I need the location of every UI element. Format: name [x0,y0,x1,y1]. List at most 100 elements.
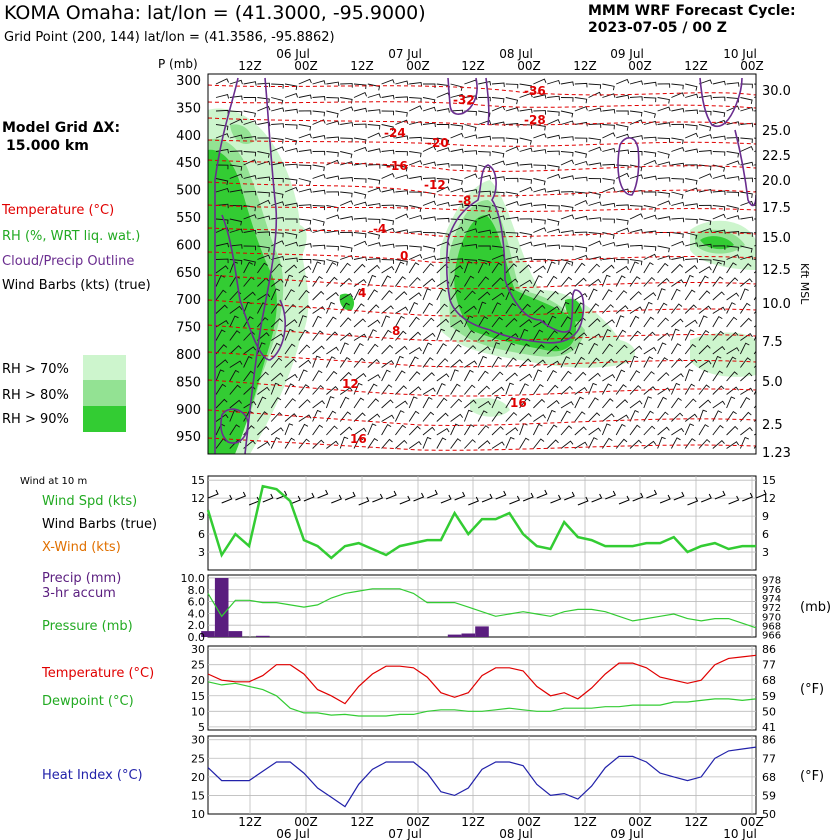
wind-barb [339,356,351,368]
wind-barb [339,426,353,436]
precip-bar [447,634,462,637]
heat-panel: 30 25 20 15 10 86 77 68 59 50 (°F) [191,734,824,821]
wind-barb [491,441,505,449]
wind-barb [491,342,501,355]
wind-barb [353,201,368,207]
wind-barb [422,200,437,206]
wind-barb [326,425,338,436]
wind-barb [477,410,488,422]
wind-barb [395,213,409,220]
legend-wind10-barbs: Wind Barbs (true) [42,517,158,532]
legend-rh: RH (%, WRT liq. wat.) [2,229,141,244]
wind-barb [519,218,533,223]
wind-barb [229,218,243,226]
wind-barb [602,437,613,449]
wind10-barb [591,493,603,503]
wind-barb [367,343,379,355]
wind-barb [312,290,325,301]
wind-barb [560,385,573,395]
wind-barb [588,372,601,382]
wind-barb [671,147,685,152]
wind-barb [519,83,533,90]
left-tick-label: 5 [198,721,205,734]
wind-barb [519,328,529,341]
wind-barb [685,132,699,139]
wind-barb [450,258,464,263]
wind10-barb [221,494,233,504]
wind-barb [629,259,643,266]
wind-barb [367,242,381,247]
wind-barb [643,371,655,382]
wind-barb [616,172,630,179]
wind-barb [478,151,491,157]
wind-barb [381,399,394,409]
wind-barb [464,164,477,171]
wind-barb [657,216,671,221]
wind10-barb [440,494,452,504]
wind-barb [326,291,339,301]
wind-barb [284,163,298,169]
wind-barb [547,228,561,234]
wind-barb [657,436,666,449]
forecast-cycle-value: 2023-07-05 / 00 Z [588,20,727,36]
wind-barb [215,304,228,314]
left-tick-label: 10.0 [181,572,206,585]
wind-barb [409,191,422,197]
wind-barb [436,437,447,449]
wind-barb [588,342,599,355]
wind-barb [312,150,326,156]
wind-barb [602,187,616,193]
wind-barb [326,259,339,267]
wind-barb [353,162,367,168]
wind-barb [698,384,710,395]
wind-barb [478,229,492,235]
wind-barb [229,150,243,155]
wind-barb [381,369,391,382]
pressure-tick-label: 400 [176,129,201,144]
wind-barb [533,242,547,248]
wind-barb [381,275,392,287]
wind-barb [298,204,312,209]
wind-barb [740,396,751,409]
wind10-barb [659,494,671,504]
wind-barb [340,215,354,221]
wind-barb [394,261,405,274]
wind-barb [519,343,530,355]
wind-barb [740,302,751,314]
wind-barb [478,259,491,266]
isotherm-label: 12 [342,377,359,391]
wind-barb [698,275,709,287]
wind-barb [339,387,353,395]
pressure-tick-label: 950 [176,430,201,445]
wind-barb [643,276,656,287]
wind-barb [353,427,367,436]
wind-barb [698,329,710,341]
wind-barb [436,358,449,368]
precip-bar [461,633,476,637]
wind10-barb [577,496,589,506]
right-tick-label: 77 [762,659,776,672]
wind-barb [395,174,409,179]
wind-barb [505,123,519,128]
wind-barb [367,319,381,328]
wind-barb [270,357,283,368]
wind-barb [629,291,642,301]
wind-barb [588,162,602,167]
wind-barb [270,333,284,341]
top-time-tick: 12Z [461,59,485,73]
left-tick-label: 4.0 [188,607,206,620]
wind-barb [450,242,464,248]
wind-barb [284,186,299,193]
wind-barb [381,133,395,139]
wind-barb [381,290,393,301]
wind-barb [698,110,712,116]
wind-barb [519,288,530,301]
wind-barb [353,107,368,113]
wind-barb [229,134,243,140]
wind-barb [726,121,740,126]
legend-precip-accum: 3-hr accum [42,586,116,601]
wind-barb [560,110,574,118]
wind-barb [616,124,629,131]
wind-barb [505,97,519,105]
left-tick-label: 30 [191,734,205,747]
